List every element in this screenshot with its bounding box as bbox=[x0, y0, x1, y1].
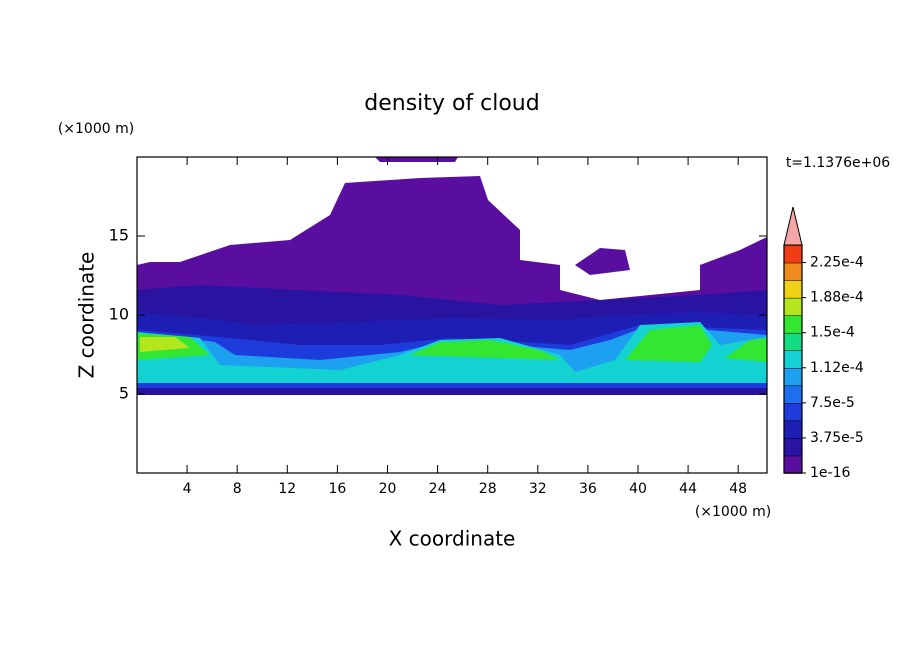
colorbar-swatch bbox=[783, 455, 803, 474]
colorbar-tick-label: 1.88e-4 bbox=[810, 290, 864, 306]
colorbar-tick-label: 1.12e-4 bbox=[810, 360, 864, 376]
colorbar-swatch bbox=[783, 437, 803, 457]
colorbar-swatch bbox=[783, 349, 803, 369]
colorbar-tick-label: 1.5e-4 bbox=[810, 325, 855, 341]
x-tick-label: 44 bbox=[679, 481, 697, 497]
colorbar-extend bbox=[783, 206, 803, 246]
x-tick-label: 12 bbox=[278, 481, 296, 497]
colorbar-swatch bbox=[783, 367, 803, 387]
colorbar-swatch bbox=[783, 385, 803, 404]
colorbar-swatch bbox=[783, 314, 803, 334]
x-unit: (×1000 m) bbox=[695, 504, 771, 520]
colorbar-tick-label: 3.75e-5 bbox=[810, 430, 864, 446]
colorbar-swatch bbox=[783, 297, 803, 316]
contour-fill bbox=[575, 248, 630, 275]
x-tick-label: 24 bbox=[429, 481, 447, 497]
contour-fill bbox=[140, 337, 190, 352]
x-tick-label: 40 bbox=[629, 481, 647, 497]
y-tick-label: 15 bbox=[109, 226, 129, 245]
annotation: t=1.1376e+06 bbox=[786, 155, 890, 171]
colorbar-tick-label: 7.5e-5 bbox=[810, 395, 855, 411]
x-tick-label: 32 bbox=[529, 481, 547, 497]
colorbar-swatch bbox=[783, 402, 803, 422]
x-tick-label: 48 bbox=[729, 481, 747, 497]
x-tick-label: 36 bbox=[579, 481, 597, 497]
x-tick-label: 28 bbox=[479, 481, 497, 497]
x-tick-label: 16 bbox=[328, 481, 346, 497]
x-tick-label: 8 bbox=[233, 481, 242, 497]
colorbar-tick-label: 2.25e-4 bbox=[810, 255, 864, 271]
x-tick-label: 4 bbox=[183, 481, 192, 497]
x-axis-label: X coordinate bbox=[389, 527, 516, 551]
contour-fill bbox=[625, 325, 712, 362]
y-unit: (×1000 m) bbox=[58, 121, 134, 137]
contour-fill bbox=[137, 383, 767, 388]
colorbar-swatch bbox=[783, 332, 803, 351]
colorbar-swatch bbox=[783, 279, 803, 299]
colorbar-swatch bbox=[783, 262, 803, 281]
colorbar-tick-label: 1e-16 bbox=[810, 465, 850, 481]
chart-title: density of cloud bbox=[364, 91, 539, 116]
contour-field bbox=[137, 157, 767, 395]
colorbar-swatch bbox=[783, 420, 803, 439]
contour-fill bbox=[137, 388, 767, 395]
contour-fill bbox=[725, 338, 767, 362]
y-tick-label: 10 bbox=[109, 305, 129, 324]
y-axis-label: Z coordinate bbox=[75, 252, 99, 379]
x-tick-label: 20 bbox=[379, 481, 397, 497]
y-tick-label: 5 bbox=[119, 384, 129, 403]
contour-fill bbox=[410, 340, 560, 360]
colorbar-swatch bbox=[783, 244, 803, 264]
